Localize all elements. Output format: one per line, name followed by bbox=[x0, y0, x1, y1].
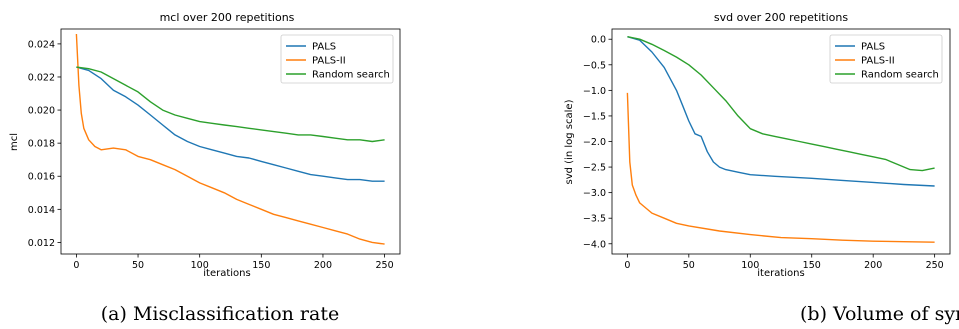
plot-frame bbox=[60, 28, 401, 255]
series-line-random-search bbox=[76, 66, 385, 143]
y-tick-label: −4.0 bbox=[583, 239, 606, 250]
y-tick-label: −2.0 bbox=[583, 137, 606, 148]
y-tick-label: 0.018 bbox=[28, 139, 55, 150]
x-tick-label: 200 bbox=[864, 260, 882, 271]
legend-label: Random search bbox=[861, 70, 939, 81]
x-tick-label: 100 bbox=[191, 260, 209, 271]
x-tick-label: 150 bbox=[252, 260, 270, 271]
x-tick-label: 0 bbox=[624, 260, 630, 271]
legend-box bbox=[829, 34, 943, 84]
legend-label: Random search bbox=[312, 70, 390, 81]
series-line-pals bbox=[627, 36, 935, 187]
series-line-pals-ii bbox=[626, 92, 935, 243]
x-axis-label: iterations bbox=[757, 268, 804, 279]
x-tick-label: 250 bbox=[926, 260, 944, 271]
chart-misclassification-rate: mcl over 200 repetitions iterations mcl … bbox=[9, 11, 401, 325]
x-tick-label: 150 bbox=[803, 260, 821, 271]
legend-label: PALS bbox=[312, 42, 336, 53]
y-tick-label: 0.016 bbox=[28, 172, 55, 183]
y-tick-label: 0.012 bbox=[28, 238, 55, 249]
legend: PALS PALS-II Random search bbox=[829, 34, 943, 84]
x-tick-label: 0 bbox=[73, 260, 79, 271]
legend-label: PALS-II bbox=[861, 56, 895, 67]
y-tick-label: 0.022 bbox=[28, 72, 55, 83]
y-tick-label: −2.5 bbox=[583, 163, 606, 174]
x-tick-label: 200 bbox=[314, 260, 332, 271]
y-tick-label: 0.0 bbox=[591, 35, 606, 46]
y-tick-label: −1.5 bbox=[583, 111, 606, 122]
caption: (b) Volume of symmetric difference bbox=[800, 303, 959, 325]
chart-title: svd over 200 repetitions bbox=[714, 11, 848, 24]
legend-label: PALS bbox=[861, 42, 885, 53]
series-line-pals bbox=[76, 66, 385, 182]
y-tick-label: −3.5 bbox=[583, 214, 606, 225]
y-tick-label: 0.014 bbox=[28, 205, 55, 216]
y-tick-label: −0.5 bbox=[583, 60, 606, 71]
chart-marks: 0 50 100 150 200 250 0.012 0.014 0.016 0.018 0.020… bbox=[28, 33, 394, 271]
y-tick-label: −1.0 bbox=[583, 86, 606, 97]
legend-label: PALS-II bbox=[312, 56, 346, 67]
x-tick-label: 250 bbox=[376, 260, 394, 271]
caption: (a) Misclassification rate bbox=[101, 303, 339, 325]
y-tick-label: 0.024 bbox=[28, 39, 55, 50]
chart-symmetric-difference: svd over 200 repetitions iterations svd … bbox=[564, 11, 959, 325]
x-tick-label: 50 bbox=[683, 260, 695, 271]
y-axis-label: svd (in log scale) bbox=[564, 99, 575, 184]
chart-title: mcl over 200 repetitions bbox=[160, 11, 295, 24]
series-line-pals-ii bbox=[75, 33, 385, 245]
y-axis-label: mcl bbox=[9, 133, 20, 151]
x-tick-label: 100 bbox=[741, 260, 759, 271]
legend: PALS PALS-II Random search bbox=[280, 34, 394, 84]
x-tick-label: 50 bbox=[132, 260, 144, 271]
x-axis-label: iterations bbox=[203, 268, 250, 279]
series-line-random-search bbox=[627, 36, 935, 172]
y-tick-label: 0.020 bbox=[28, 106, 55, 117]
chart-marks: 0 50 100 150 200 250 −4.0 −3.5 −3.0 −2.5 −2.0 −1.5 −… bbox=[583, 34, 944, 271]
y-tick-label: −3.0 bbox=[583, 188, 606, 199]
legend-box bbox=[280, 34, 394, 84]
plot-frame bbox=[611, 28, 951, 255]
